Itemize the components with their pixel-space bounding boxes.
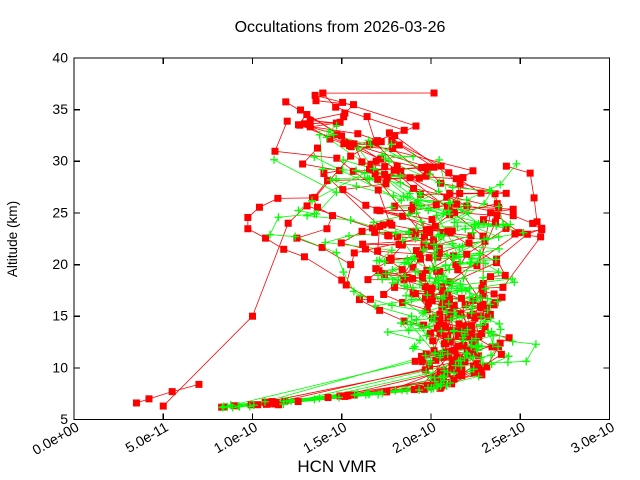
svg-text:Occultations from 2026-03-26: Occultations from 2026-03-26: [235, 19, 446, 36]
svg-text:2.5e-10: 2.5e-10: [479, 419, 528, 457]
svg-text:30: 30: [52, 153, 68, 169]
svg-text:1.5e-10: 1.5e-10: [300, 419, 349, 457]
svg-text:2.0e-10: 2.0e-10: [389, 419, 438, 457]
svg-text:40: 40: [52, 50, 68, 66]
svg-text:HCN VMR: HCN VMR: [297, 457, 376, 476]
svg-text:0.0e+00: 0.0e+00: [29, 419, 81, 458]
svg-text:35: 35: [52, 101, 68, 117]
svg-text:Altitude (km): Altitude (km): [5, 201, 20, 277]
svg-text:10: 10: [52, 359, 68, 375]
svg-text:20: 20: [52, 256, 68, 272]
svg-text:1.0e-10: 1.0e-10: [211, 419, 260, 457]
svg-text:5.0e-11: 5.0e-11: [123, 419, 171, 456]
svg-text:15: 15: [52, 308, 68, 324]
svg-text:3.0e-10: 3.0e-10: [568, 419, 617, 457]
svg-text:25: 25: [52, 204, 68, 220]
